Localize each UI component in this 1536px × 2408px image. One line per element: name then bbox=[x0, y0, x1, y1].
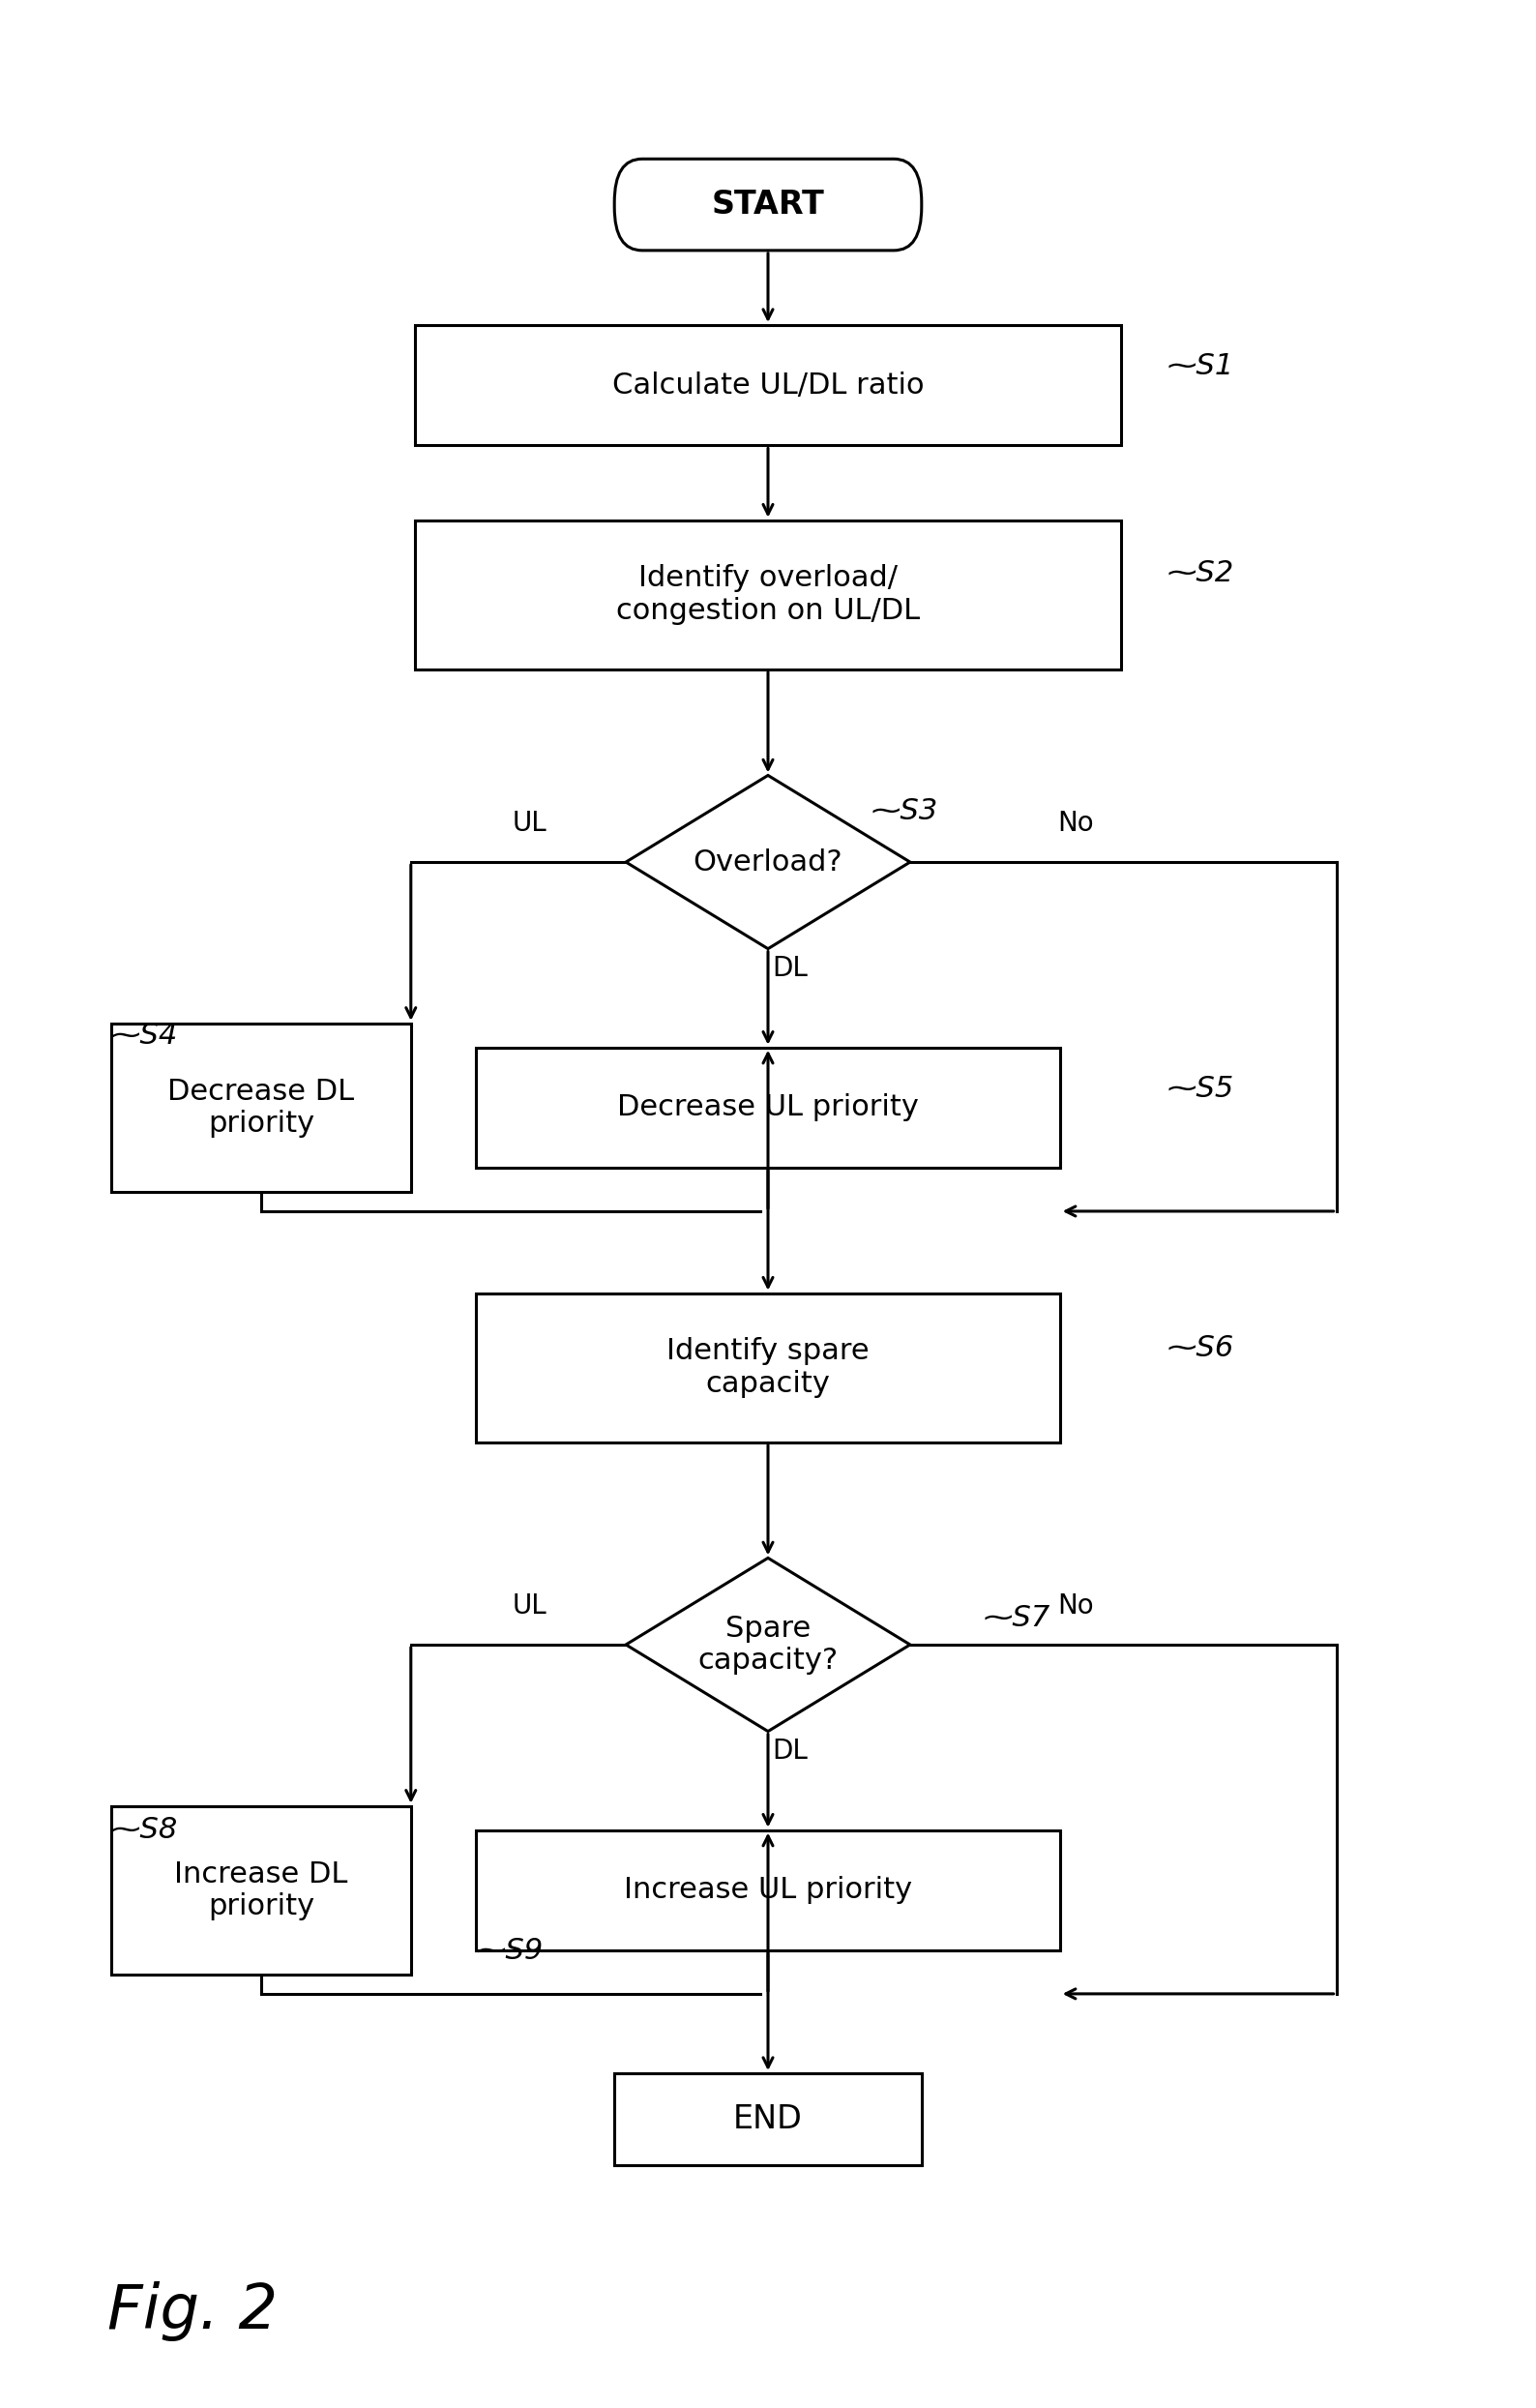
Text: ⁓S8: ⁓S8 bbox=[111, 1816, 178, 1845]
Polygon shape bbox=[627, 1558, 909, 1731]
Bar bbox=[112, 1023, 412, 1192]
Text: ⁓S4: ⁓S4 bbox=[111, 1021, 178, 1050]
FancyBboxPatch shape bbox=[614, 159, 922, 250]
Text: Spare
capacity?: Spare capacity? bbox=[697, 1613, 839, 1676]
Text: Fig. 2: Fig. 2 bbox=[108, 2283, 278, 2341]
Bar bbox=[476, 1830, 1060, 1950]
Text: DL: DL bbox=[771, 1736, 808, 1765]
Text: Increase DL
priority: Increase DL priority bbox=[175, 1859, 347, 1922]
Text: ⁓S9: ⁓S9 bbox=[476, 1936, 544, 1965]
Bar bbox=[476, 1293, 1060, 1442]
Bar bbox=[614, 2073, 922, 2165]
Text: Increase UL priority: Increase UL priority bbox=[624, 1876, 912, 1905]
Bar bbox=[112, 1806, 412, 1975]
Text: ⁓S5: ⁓S5 bbox=[1167, 1074, 1235, 1103]
Text: END: END bbox=[733, 2102, 803, 2136]
Text: ⁓S6: ⁓S6 bbox=[1167, 1334, 1235, 1363]
Text: Identify overload/
congestion on UL/DL: Identify overload/ congestion on UL/DL bbox=[616, 563, 920, 626]
Text: ⁓S2: ⁓S2 bbox=[1167, 559, 1235, 588]
Text: Decrease DL
priority: Decrease DL priority bbox=[167, 1076, 355, 1139]
Text: Overload?: Overload? bbox=[693, 848, 843, 877]
Text: ⁓S1: ⁓S1 bbox=[1167, 352, 1235, 380]
Text: No: No bbox=[1057, 809, 1094, 838]
Text: Identify spare
capacity: Identify spare capacity bbox=[667, 1336, 869, 1399]
Bar bbox=[415, 325, 1121, 445]
Text: START: START bbox=[711, 188, 825, 222]
Bar bbox=[415, 520, 1121, 669]
Polygon shape bbox=[627, 775, 909, 949]
Text: UL: UL bbox=[513, 809, 547, 838]
Text: ⁓S3: ⁓S3 bbox=[871, 797, 938, 826]
Text: UL: UL bbox=[513, 1592, 547, 1621]
Text: DL: DL bbox=[771, 954, 808, 982]
Bar bbox=[476, 1047, 1060, 1168]
Text: No: No bbox=[1057, 1592, 1094, 1621]
Text: ⁓S7: ⁓S7 bbox=[983, 1604, 1051, 1633]
Text: Calculate UL/DL ratio: Calculate UL/DL ratio bbox=[611, 371, 925, 400]
Text: Decrease UL priority: Decrease UL priority bbox=[617, 1093, 919, 1122]
